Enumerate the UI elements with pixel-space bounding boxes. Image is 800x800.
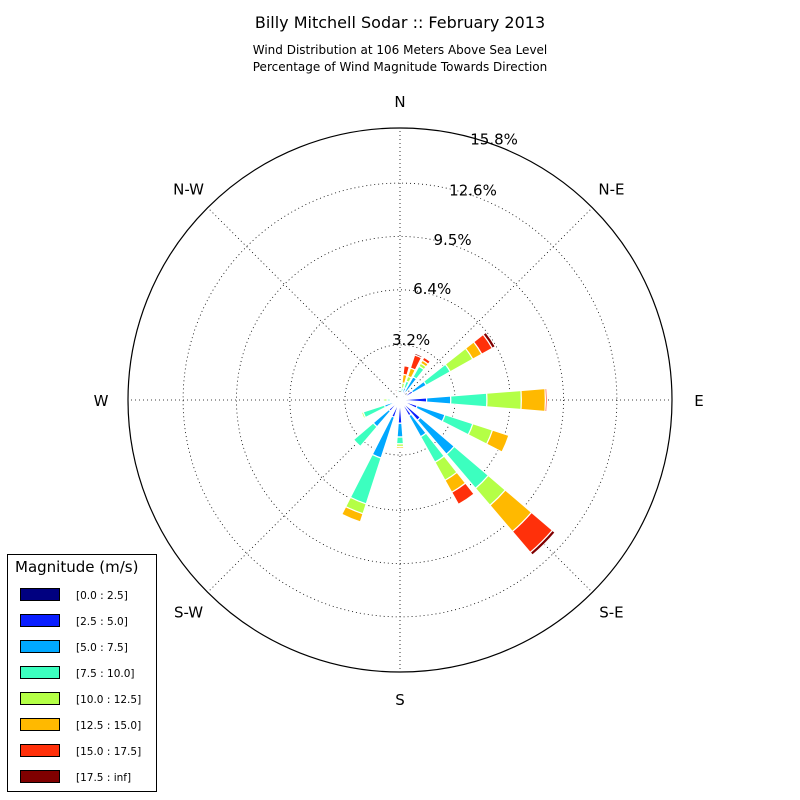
wind-bar-segment [482,331,497,350]
radial-tick-label: 9.5% [434,231,472,249]
direction-label: N-W [173,181,204,199]
direction-label: S [395,691,405,709]
legend: Magnitude (m/s) [0.0 : 2.5] [2.5 : 5.0] … [7,554,157,792]
direction-label: N-E [598,181,624,199]
wind-bar-segment [485,429,510,453]
chart-subtitle-line-2: Percentage of Wind Magnitude Towards Dir… [253,60,547,74]
wind-bar-segment [340,505,364,523]
legend-swatch [20,614,60,627]
wind-bar-segment [422,363,452,387]
direction-label: S-E [599,603,623,621]
wind-bar-segment [413,352,424,359]
legend-swatch [20,718,60,731]
wind-bar-segment [393,398,400,402]
wind-bar-segment [425,395,452,405]
grid-spoke [207,399,401,593]
legend-label: [15.0 : 17.5] [76,746,142,758]
legend-label: [10.0 : 12.5] [76,694,142,706]
legend-label: [0.0 : 2.5] [76,590,128,602]
legend-swatch [20,666,60,679]
legend-label: [7.5 : 10.0] [76,668,135,680]
chart-title: Billy Mitchell Sodar :: February 2013 [255,13,545,32]
direction-label: N [394,93,405,111]
wind-bar-segment [402,365,411,376]
wind-bar-segment [450,482,475,506]
legend-title: Magnitude (m/s) [15,558,139,576]
wind-bar-segment [421,356,432,366]
direction-label: W [94,392,109,410]
wind-bar-segment [352,422,378,448]
polar-labels: N N-E E S-E S S-W W N-W 3.2% 6.4% 9.5% 12.6% 15.8% [94,93,704,709]
grid-ring [236,236,564,564]
outer-circle [127,127,673,673]
wind-bar-segment [395,436,405,445]
wind-bar-segment [544,387,548,413]
wind-bar-segment [360,411,367,420]
legend-label: [17.5 : inf] [76,772,132,784]
legend-swatch [20,744,60,757]
legend-swatch [20,640,60,653]
chart-subtitle-line-1: Wind Distribution at 106 Meters Above Se… [253,43,548,57]
legend-label: [5.0 : 7.5] [76,642,128,654]
grid-spoke [207,207,401,401]
legend-swatch [20,588,60,601]
wind-bar-segment [441,413,474,436]
radial-tick-label: 3.2% [392,331,430,349]
legend-label: [2.5 : 5.0] [76,616,128,628]
legend-swatch [20,692,60,705]
wind-bar-segment [520,387,547,413]
radial-tick-label: 12.6% [449,182,497,200]
wind-bar-segment [529,529,556,556]
wind-bar-segment [395,447,405,450]
direction-label: E [694,392,703,410]
legend-swatch [20,770,60,783]
wind-bar-segment [486,389,522,411]
wind-bar-segment [383,398,388,402]
wind-bar-segment [396,389,400,395]
grid-spoke [399,207,593,401]
legend-label: [12.5 : 15.0] [76,720,142,732]
radial-tick-label: 6.4% [413,280,451,298]
wind-bar-segment [449,392,488,408]
wind-bar-segment [396,422,404,438]
wind-bars [340,331,556,556]
direction-label: S-W [174,603,203,621]
wind-bar-segment [349,453,382,505]
radial-tick-label: 15.8% [470,131,518,149]
